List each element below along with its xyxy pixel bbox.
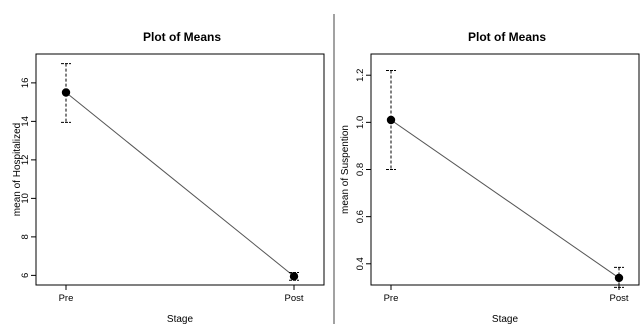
plot-frame [35, 53, 325, 286]
y-tick-label: 6 [20, 273, 31, 278]
y-axis-label: mean of Hospitalized [12, 123, 23, 216]
y-tick-label: 0.6 [355, 210, 366, 223]
y-tick-label: 12 [20, 155, 31, 166]
mean-point [61, 88, 71, 97]
mean-line [65, 92, 295, 277]
x-axis-label: Stage [167, 314, 194, 324]
x-tick-label: Pre [384, 293, 399, 304]
y-tick-label: 14 [20, 116, 31, 127]
suspention-plot: Plot of Means 0.4 0.6 0.8 1.0 1.2 Pre Post Stage… [340, 30, 640, 324]
x-tick-label: Post [284, 293, 303, 304]
y-tick-label: 10 [20, 193, 31, 204]
chart-title: Plot of Means [143, 30, 221, 44]
y-tick-label: 8 [20, 234, 31, 239]
x-tick-label: Pre [59, 293, 74, 304]
x-tick-label: Post [609, 293, 628, 304]
y-tick-label: 16 [20, 78, 31, 89]
x-axis-label: Stage [492, 314, 519, 324]
mean-point [289, 272, 299, 281]
plot-frame [370, 53, 640, 286]
y-tick-label: 1.0 [355, 116, 366, 129]
chart-title: Plot of Means [468, 30, 546, 44]
hospitalized-plot: Plot of Means 6 8 10 12 14 16 Pre Post Stage mean … [12, 30, 325, 324]
y-tick-label: 1.2 [355, 69, 366, 82]
mean-point [614, 273, 624, 283]
y-tick-label: 0.8 [355, 163, 366, 176]
mean-point [386, 115, 396, 125]
y-axis-label: mean of Suspention [340, 125, 351, 214]
y-tick-label: 0.4 [355, 257, 366, 270]
mean-line [390, 119, 620, 279]
